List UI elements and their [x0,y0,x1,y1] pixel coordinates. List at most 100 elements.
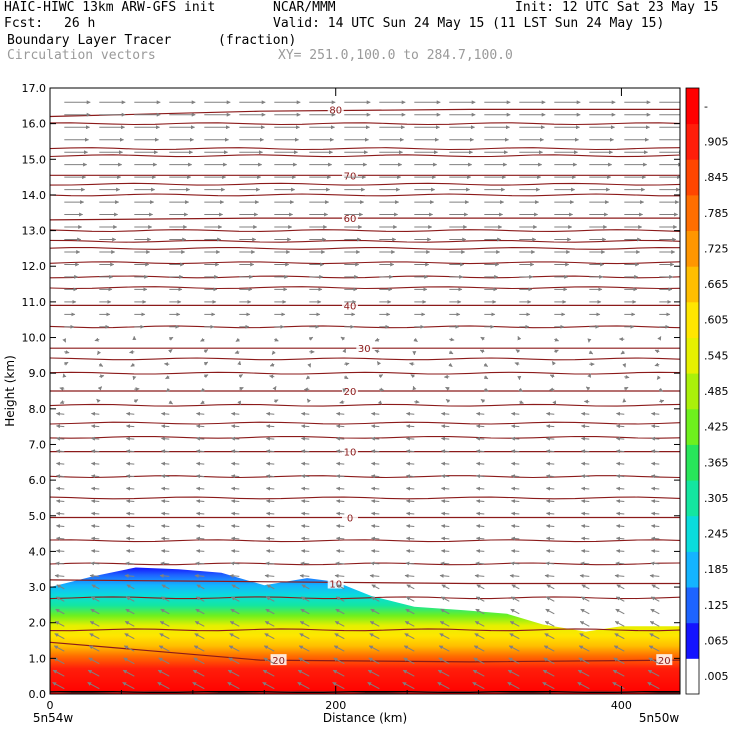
circulation-vector [376,361,382,366]
y-axis-label: Height (km) [3,355,17,426]
circulation-vector [544,573,555,578]
circulation-vector [546,424,555,429]
circulation-vector [266,486,275,491]
colorbar-swatch [686,88,699,125]
circulation-vector [413,337,418,343]
circulation-vector [91,536,100,541]
circulation-vector [615,596,625,602]
circulation-vector [651,411,660,416]
colorbar-swatch [686,408,699,445]
circulation-vector [449,337,455,342]
circulation-vector [406,461,415,466]
circulation-vector [192,681,205,690]
circulation-vector [200,400,205,405]
temperature-contour [50,261,680,265]
circulation-vector [161,436,170,441]
circulation-vector [262,669,275,677]
circulation-vector [405,608,415,615]
circulation-vector [194,573,205,578]
circulation-vector [648,645,660,652]
circulation-vector [231,411,240,416]
circulation-vector [91,424,100,429]
circulation-vector [545,561,555,566]
circulation-vector [343,375,349,380]
y-tick-label: 1.0 [29,652,47,665]
circulation-vector [510,561,520,566]
circulation-vector [476,411,485,416]
circulation-vector [650,561,660,566]
circulation-vector [306,398,312,403]
circulation-vector [126,424,135,429]
circulation-vector [228,657,240,665]
valid-time: Valid: 14 UTC Sun 24 May 15 (11 LST Sun … [273,16,665,31]
circulation-vector [476,449,485,454]
contour-label: 30 [358,344,371,355]
contour-label-bg [342,511,358,523]
circulation-vector [439,573,450,578]
circulation-vector [196,499,205,504]
temperature-contour [50,325,680,329]
circulation-vector [440,561,450,566]
colorbar-swatch [686,373,699,410]
circulation-vector [64,350,70,355]
contour-label-bg [656,654,673,666]
temperature-contour [50,239,680,243]
circulation-vector [96,398,101,404]
circulation-vector [200,337,205,342]
circulation-vector [160,608,170,615]
circulation-vector [227,669,240,677]
colorbar-label: .905 [704,136,729,149]
circulation-vector [262,681,275,690]
circulation-vector [88,645,100,652]
circulation-vector [585,386,591,391]
circulation-vector [91,584,100,590]
circulation-vector [616,461,625,466]
circulation-vector [546,474,555,479]
circulation-vector [203,361,209,366]
circulation-vector [301,536,310,541]
colorbar-label: .725 [704,242,729,255]
circulation-vector [301,411,310,416]
circulation-vector [581,486,590,491]
circulation-vector [126,511,135,516]
circulation-vector [588,350,594,355]
colorbar-swatch [686,551,699,588]
circulation-vector [91,461,100,466]
circulation-vector [126,474,135,479]
circulation-vector [367,681,380,690]
circulation-vector [308,336,314,341]
circulation-vector [651,536,660,541]
circulation-vector [546,411,555,416]
circulation-vector [651,524,660,529]
circulation-vector [91,524,100,529]
circulation-vector [342,348,346,353]
circulation-vector [403,645,415,652]
circulation-vector [476,499,485,504]
circulation-vector [612,681,625,690]
circulation-vector [409,362,415,366]
circulation-vector [581,449,590,454]
circulation-vector [441,584,450,590]
circulation-vector [194,633,205,640]
circulation-vector [334,633,345,640]
circulation-vector [122,669,135,677]
circulation-vector [161,549,170,554]
circulation-vector [62,373,67,378]
circulation-vector [55,596,65,602]
contour-label-bg [342,445,358,457]
circulation-vector [511,584,520,590]
temperature-contour [50,690,680,694]
circulation-vector [577,681,590,690]
y-tick-label: 12.0 [22,260,47,273]
contour-label-bg [327,577,344,589]
circulation-vector [63,361,69,366]
temperature-contour [50,539,680,543]
circulation-vector [196,449,205,454]
colorbar-frame [685,87,700,695]
colorbar-label: .605 [704,314,729,327]
circulation-vector [438,657,450,665]
y-tick-label: 16.0 [22,118,47,131]
circulation-vector [266,549,275,554]
circulation-vector [90,608,100,615]
circulation-vector [614,573,625,578]
